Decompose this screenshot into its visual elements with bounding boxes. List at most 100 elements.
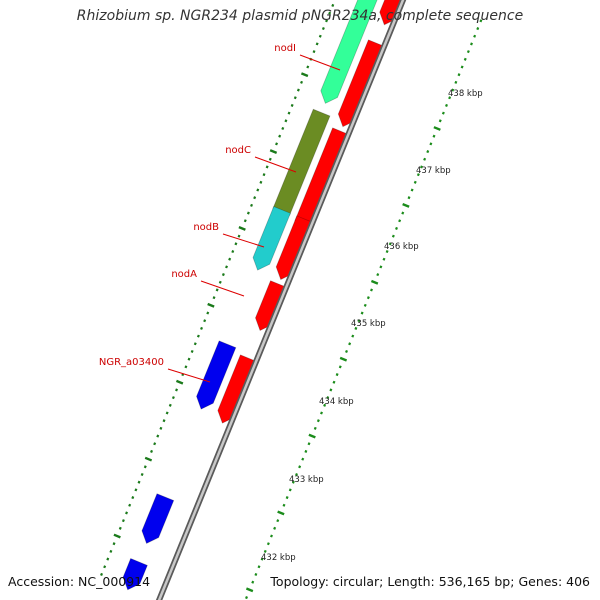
tick-inner — [140, 472, 144, 477]
tick-outer — [423, 157, 427, 161]
tick-inner — [200, 326, 203, 330]
tick-inner — [253, 196, 257, 200]
leader-line-nodA — [200, 280, 245, 297]
tick-inner — [100, 572, 104, 576]
tick-inner — [112, 542, 116, 546]
tick-inner — [259, 180, 263, 184]
gene-arrow-NGR_a03400 — [196, 340, 237, 410]
tick-outer — [454, 80, 458, 84]
tick-inner — [275, 142, 278, 146]
tick-inner — [228, 257, 232, 261]
tick-inner — [121, 519, 125, 523]
tick-inner — [144, 456, 153, 462]
backbone-shadow — [155, 0, 407, 600]
tick-inner — [290, 103, 294, 107]
tick-inner — [306, 65, 310, 69]
scale-label: 438 kbp — [448, 89, 483, 99]
tick-outer — [395, 226, 398, 230]
tick-outer — [357, 319, 361, 323]
tick-inner — [234, 242, 238, 246]
tick-outer — [282, 503, 286, 507]
scale-label: 437 kbp — [416, 166, 451, 176]
tick-outer — [266, 542, 270, 546]
tick-inner — [215, 288, 219, 292]
tick-inner — [325, 19, 328, 23]
tick-outer — [345, 349, 348, 354]
tick-outer — [257, 565, 261, 569]
tick-outer — [366, 296, 370, 300]
tick-outer — [308, 433, 316, 439]
tick-outer — [260, 557, 264, 561]
accession-value: NC_000914 — [78, 574, 151, 589]
tick-inner — [218, 280, 222, 284]
tick-outer — [329, 388, 333, 392]
tick-inner — [296, 88, 300, 92]
tick-inner — [187, 357, 191, 361]
tick-outer — [466, 50, 470, 54]
tick-inner — [106, 557, 110, 561]
leader-line-nodC — [254, 156, 297, 173]
gene-label-nodB: nodB — [193, 222, 219, 233]
tick-inner — [331, 3, 335, 7]
tick-outer — [326, 396, 330, 400]
length-label: Length: — [387, 574, 435, 589]
tick-outer — [351, 334, 355, 338]
tick-inner — [109, 549, 113, 553]
tick-inner — [103, 565, 107, 569]
tick-inner — [262, 173, 266, 177]
tick-outer — [273, 526, 277, 530]
leader-line-NGR_a03400 — [167, 368, 211, 383]
tick-inner — [171, 396, 175, 400]
tick-inner — [134, 488, 138, 492]
tick-outer — [370, 288, 373, 292]
tick-outer — [307, 442, 311, 446]
gene-label-nodA: nodA — [171, 269, 197, 280]
tick-outer — [457, 73, 461, 77]
tick-inner — [268, 157, 272, 161]
tick-inner — [131, 496, 135, 500]
tick-inner — [150, 449, 154, 453]
scale-label: 435 kbp — [351, 319, 386, 329]
tick-inner — [312, 50, 316, 54]
tick-outer — [295, 472, 298, 477]
genes-value: 406 — [566, 574, 590, 589]
gene-arrow — [122, 558, 148, 591]
topology-label: Topology: — [270, 574, 329, 589]
tick-outer — [376, 273, 380, 277]
tick-outer — [301, 457, 305, 461]
tick-outer — [451, 88, 455, 92]
tick-outer — [339, 356, 348, 362]
tick-outer — [448, 96, 452, 100]
tick-inner — [184, 365, 188, 369]
tick-outer — [388, 242, 392, 246]
leader-line-nodI — [299, 54, 341, 71]
tick-inner — [212, 296, 216, 300]
tick-outer — [476, 27, 480, 31]
tick-inner — [159, 426, 163, 430]
tick-inner — [293, 96, 297, 100]
tick-outer — [426, 150, 430, 154]
tick-inner — [196, 334, 200, 338]
tick-outer — [323, 403, 327, 407]
tick-outer — [276, 519, 280, 523]
tick-inner — [328, 11, 332, 15]
tick-outer — [245, 596, 248, 600]
tick-outer — [438, 119, 442, 123]
tick-inner — [238, 226, 246, 231]
tick-outer — [285, 496, 289, 500]
label-leader-lines — [167, 54, 341, 383]
sequence-backbone — [155, 0, 407, 600]
scale-label: 436 kbp — [384, 242, 419, 252]
leader-line-nodB — [222, 233, 265, 248]
length-value: 536,165 bp — [438, 574, 511, 589]
tick-inner — [287, 111, 291, 115]
tick-inner — [237, 234, 241, 238]
backbone-highlight — [157, 0, 405, 600]
tick-outer — [391, 234, 395, 238]
tick-outer — [401, 211, 405, 215]
gene-features — [122, 0, 405, 591]
scale-label: 433 kbp — [289, 475, 324, 485]
scale-labels: 438 kbp 437 kbp 436 kbp 435 kbp 434 kbp 433 k… — [261, 89, 483, 563]
genes-label: Genes: — [518, 574, 563, 589]
